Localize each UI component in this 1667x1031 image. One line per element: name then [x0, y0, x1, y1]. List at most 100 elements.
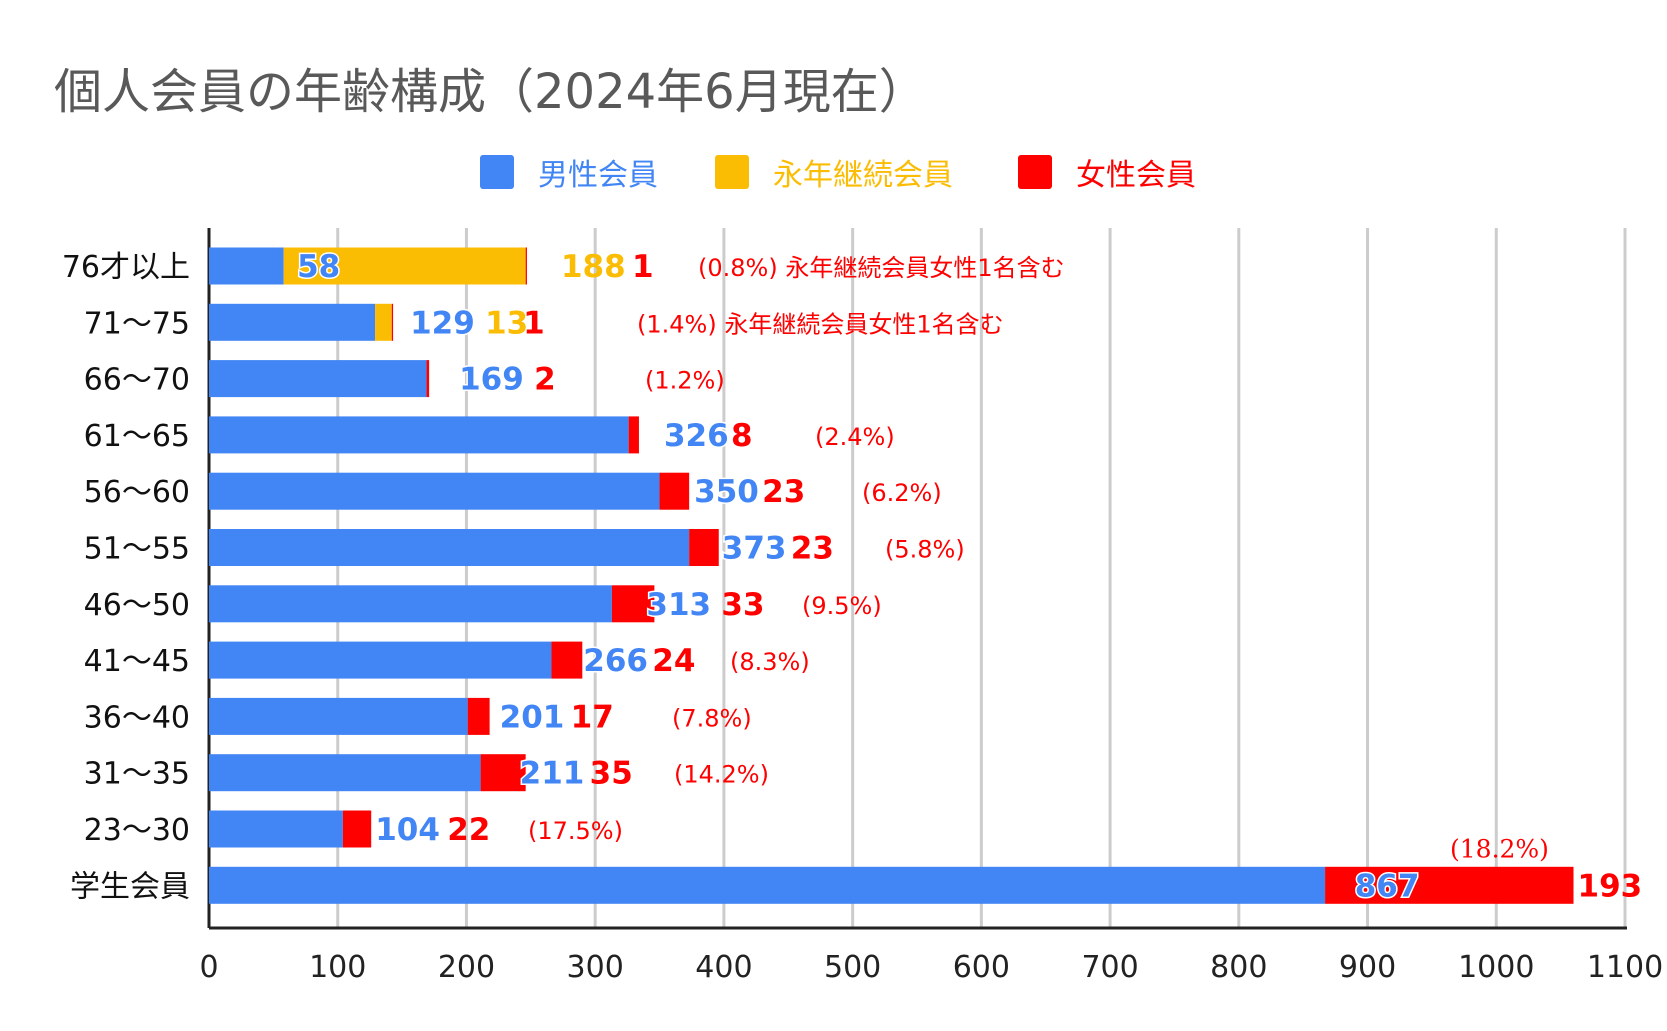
bar-segment-female	[525, 247, 527, 285]
category-label: 51～55	[84, 532, 190, 567]
bar-segment-male	[209, 303, 376, 341]
bar-segment-male	[209, 529, 690, 566]
legend-swatch-lifetime	[715, 155, 749, 189]
legend-swatch-male	[480, 155, 514, 189]
category-label: 41～45	[84, 644, 190, 679]
legend-label-male: 男性会員	[538, 158, 658, 193]
data-label-female: 22	[447, 812, 490, 848]
bar-segment-female	[342, 810, 372, 848]
data-label-male: 201	[500, 699, 565, 735]
category-label: 学生会員	[70, 869, 190, 904]
bar-segment-lifetime	[283, 247, 526, 285]
legend-label-female: 女性会員	[1076, 158, 1196, 193]
data-label-female: 1	[523, 305, 545, 341]
bar-segment-female	[551, 641, 583, 679]
chart-title: 個人会員の年齢構成（2024年6月現在）	[54, 64, 927, 120]
data-label-male: 313	[646, 587, 711, 623]
data-label-female: 2	[534, 362, 556, 398]
category-label: 61～65	[84, 419, 190, 454]
x-tick-label-400: 400	[695, 950, 752, 985]
bar-segment-male	[209, 866, 1326, 904]
bar-segment-male	[209, 416, 629, 454]
x-tick-label-600: 600	[953, 950, 1010, 985]
bar-segment-male	[209, 810, 343, 848]
bar-segment-lifetime	[375, 303, 392, 341]
data-label-male: 350	[694, 474, 759, 510]
legend-label-lifetime: 永年継続会員	[773, 158, 953, 193]
data-label-male: 58	[297, 249, 340, 285]
x-tick-label-100: 100	[309, 950, 366, 985]
data-label-lifetime: 188	[561, 249, 626, 285]
bar-segment-male	[209, 697, 468, 735]
bar-segment-female	[467, 697, 490, 735]
data-label-male: 326	[664, 418, 729, 454]
bar-segment-female	[1325, 866, 1574, 904]
category-label: 46～50	[84, 588, 190, 623]
annotation-percent: (17.5%)	[528, 817, 623, 845]
annotation-percent: (0.8%) 永年継続会員女性1名含む	[698, 254, 1065, 282]
data-label-male: 266	[583, 643, 648, 679]
data-label-male: 169	[459, 362, 524, 398]
data-label-female: 193	[1578, 868, 1643, 904]
legend-item-female: 女性会員	[1018, 150, 1196, 194]
annotation-percent: (2.4%)	[815, 423, 895, 451]
data-label-female: 17	[571, 699, 614, 735]
x-tick-label-200: 200	[438, 950, 495, 985]
x-tick-label-500: 500	[824, 950, 881, 985]
data-label-male: 373	[722, 531, 787, 567]
data-label-female: 33	[721, 587, 764, 623]
data-label-male: 867	[1355, 868, 1420, 904]
legend-item-male: 男性会員	[480, 150, 658, 194]
annotation-percent: (18.2%)	[1450, 834, 1549, 863]
annotation-percent: (14.2%)	[674, 761, 769, 789]
legend-item-lifetime: 永年継続会員	[715, 150, 953, 194]
bar-segment-female	[480, 754, 526, 792]
category-label: 76才以上	[62, 250, 190, 285]
x-tick-label-1100: 1100	[1587, 950, 1663, 985]
x-tick-label-0: 0	[199, 950, 218, 985]
legend-swatch-female	[1018, 155, 1052, 189]
annotation-percent: (1.2%)	[645, 367, 725, 395]
x-tick-label-700: 700	[1081, 950, 1138, 985]
annotation-percent: (1.4%) 永年継続会員女性1名含む	[637, 310, 1004, 338]
x-tick-label-900: 900	[1339, 950, 1396, 985]
bar-segment-male	[209, 754, 481, 792]
category-label: 56～60	[84, 475, 190, 510]
data-label-female: 23	[762, 474, 805, 510]
data-label-lifetime: 13	[485, 305, 528, 341]
category-label: 66～70	[84, 363, 190, 398]
legend: 男性会員 永年継続会員 女性会員	[0, 150, 1667, 200]
data-label-female: 1	[632, 249, 654, 285]
bar-segment-female	[689, 529, 719, 566]
bar-segment-male	[209, 585, 612, 623]
bar-segment-male	[209, 360, 427, 398]
data-label-male: 129	[410, 305, 475, 341]
category-label: 31～35	[84, 757, 190, 792]
data-label-male: 104	[375, 812, 440, 848]
data-label-female: 35	[590, 756, 633, 792]
annotation-percent: (6.2%)	[862, 479, 942, 507]
category-label: 36～40	[84, 700, 190, 735]
annotation-percent: (5.8%)	[885, 536, 965, 564]
category-label: 71～75	[84, 306, 190, 341]
data-label-female: 23	[791, 531, 834, 567]
bar-segment-female	[628, 416, 639, 454]
x-tick-label-1000: 1000	[1458, 950, 1534, 985]
bar-segment-female	[659, 472, 690, 510]
data-label-female: 24	[652, 643, 695, 679]
bar-segment-male	[209, 641, 552, 679]
annotation-percent: (9.5%)	[802, 592, 882, 620]
bar-segment-male	[209, 247, 284, 285]
data-label-female: 8	[731, 418, 753, 454]
x-tick-label-300: 300	[567, 950, 624, 985]
bar-segment-female	[426, 360, 430, 398]
bar-segment-female	[391, 303, 394, 341]
annotation-percent: (8.3%)	[730, 648, 810, 676]
category-label: 23～30	[84, 813, 190, 848]
bar-segment-male	[209, 472, 660, 510]
x-tick-label-800: 800	[1210, 950, 1267, 985]
bar-segment-female	[611, 585, 655, 623]
data-label-male: 211	[520, 756, 585, 792]
annotation-percent: (7.8%)	[672, 704, 752, 732]
